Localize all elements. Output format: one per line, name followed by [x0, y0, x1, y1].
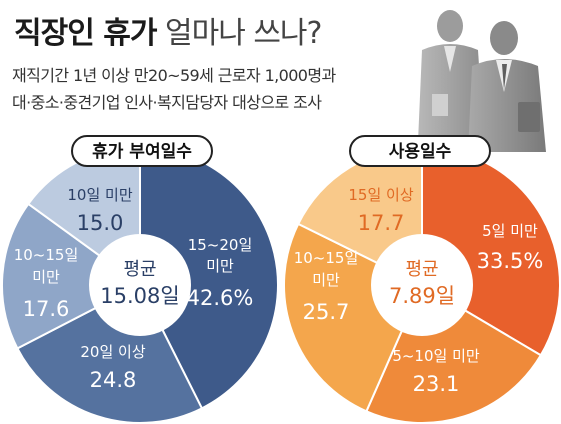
slice-label: 15~20일 [188, 236, 253, 254]
slice-value-label: 17.6 [23, 297, 70, 321]
slice-label: 15일 이상 [348, 186, 413, 204]
subtitle-line-2: 대·중소·중견기업 인사·복지담당자 대상으로 조사 [12, 93, 322, 112]
slice-value-label: 42.6% [187, 286, 254, 310]
center-label: 평균 [123, 259, 156, 280]
chart-title: 휴가 부여일수 [92, 141, 192, 162]
slice-label: 5일 미만 [482, 222, 538, 240]
center-value: 15.08일 [100, 284, 179, 308]
slice-value-label: 33.5% [477, 249, 544, 273]
slice-value-label: 24.8 [90, 368, 137, 392]
slice-label: 10~15일 [14, 246, 79, 264]
person-front-icon [468, 21, 546, 152]
businessmen-illustration [418, 10, 546, 152]
title-light: 얼마나 쓰나? [165, 16, 322, 51]
center-value: 7.89일 [389, 284, 455, 308]
chart-title-pill [71, 135, 213, 167]
chart-title: 사용일수 [389, 142, 452, 162]
slice-label: 5~10일 미만 [392, 347, 480, 365]
slice-label: 미만 [312, 271, 340, 289]
chart-title-pill [349, 135, 491, 167]
slice-value-label: 25.7 [303, 300, 350, 324]
pie-center-circle [371, 234, 473, 336]
slice-label: 20일 이상 [80, 343, 145, 361]
center-label: 평균 [405, 259, 438, 280]
slice-value-label: 15.0 [77, 211, 124, 235]
slice-label: 10~15일 [294, 249, 359, 267]
slice-value-label: 17.7 [358, 211, 405, 235]
title-bold: 직장인 휴가 [14, 16, 157, 51]
pie-center-circle [89, 234, 191, 336]
slice-label: 10일 미만 [67, 186, 132, 204]
pie-slice [1, 202, 142, 350]
subtitle-line-1: 재직기간 1년 이상 만20~59세 근로자 1,000명과 [12, 66, 336, 85]
page-title: 직장인 휴가 얼마나 쓰나? [14, 8, 322, 52]
person-back-icon [418, 10, 484, 142]
slice-label: 미만 [206, 257, 234, 275]
slice-label: 미만 [32, 268, 60, 286]
slice-value-label: 23.1 [413, 372, 460, 396]
subtitle: 재직기간 1년 이상 만20~59세 근로자 1,000명과 대·중소·중견기업… [12, 62, 336, 116]
